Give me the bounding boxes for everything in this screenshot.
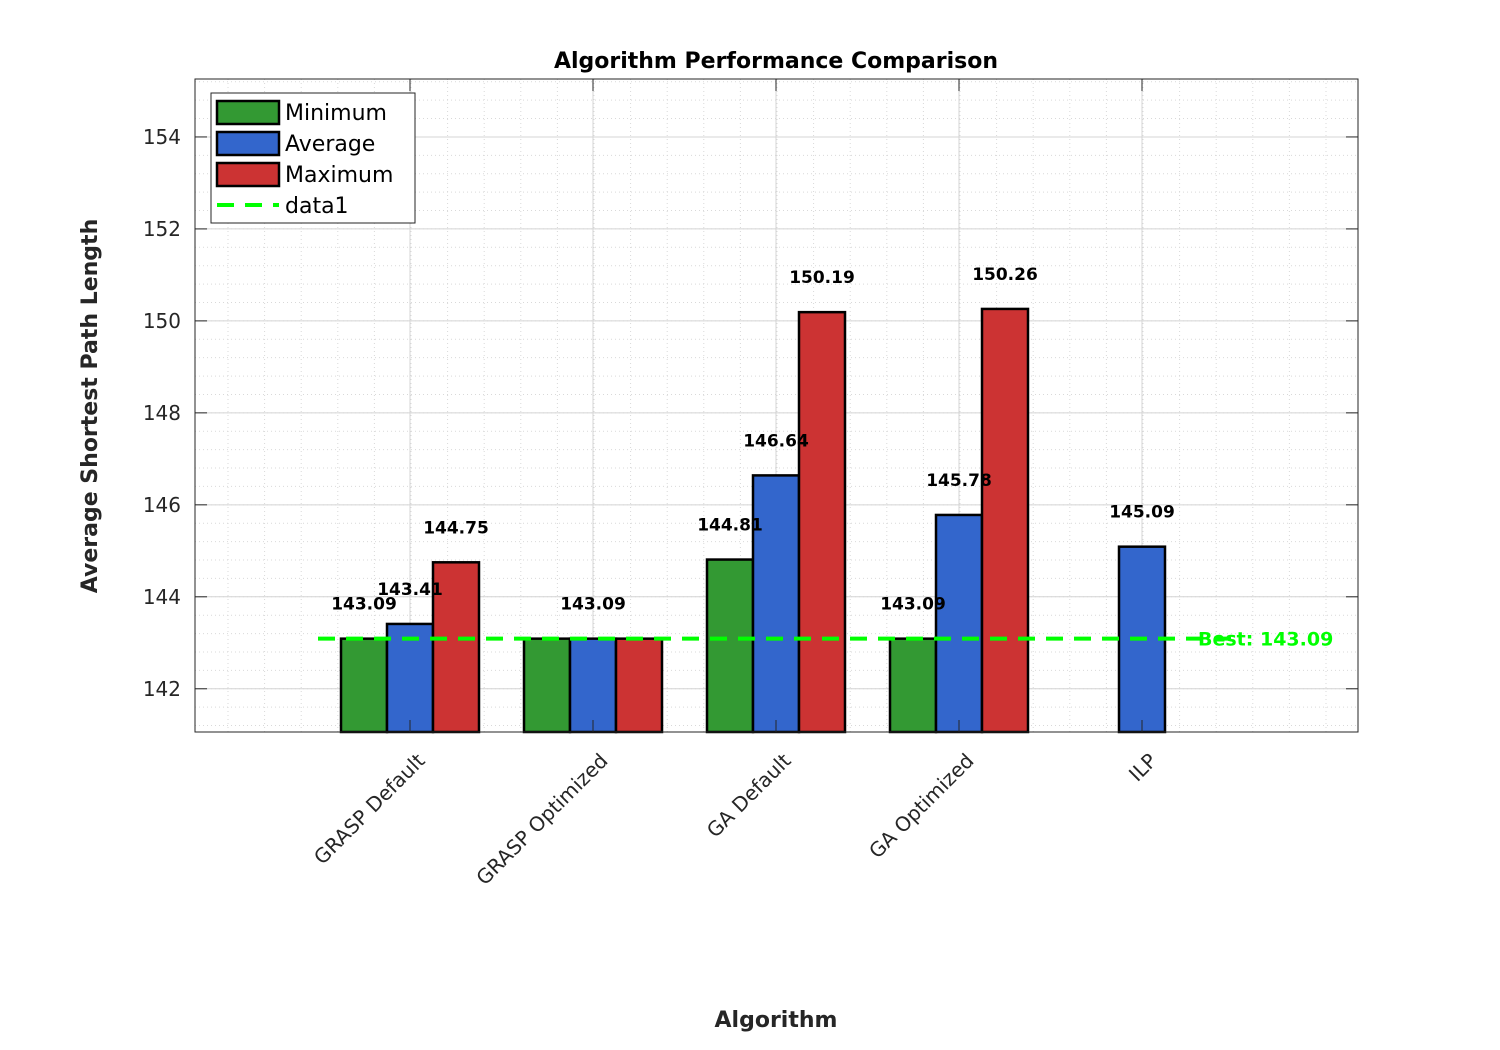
reference-line-group: Best: 143.09 xyxy=(318,629,1333,651)
legend: Minimum Average Maximum data1 xyxy=(210,92,416,224)
bar-average xyxy=(568,637,618,734)
y-axis-label: Average Shortest Path Length xyxy=(78,219,103,593)
data-label: 143.41 xyxy=(377,580,443,600)
bar-maximum xyxy=(431,561,481,734)
y-tick-label: 148 xyxy=(143,401,181,425)
best-label: Best: 143.09 xyxy=(1198,629,1333,651)
legend-swatch-minimum xyxy=(215,99,281,126)
data-label: 143.09 xyxy=(331,595,397,615)
legend-label: Minimum xyxy=(285,101,387,126)
data-label: 144.81 xyxy=(697,516,763,536)
bar-average xyxy=(934,513,984,734)
chart-title: Algorithm Performance Comparison xyxy=(554,49,998,74)
y-tick-label: 150 xyxy=(143,309,181,333)
bar-average xyxy=(385,622,435,734)
data-label: 143.09 xyxy=(560,595,626,615)
data-label: 144.75 xyxy=(423,518,489,538)
y-tick-label: 154 xyxy=(143,125,181,149)
x-axis-label: Algorithm xyxy=(715,1008,838,1033)
legend-label: Maximum xyxy=(285,163,393,188)
y-tick-label: 146 xyxy=(143,493,181,517)
legend-swatch-average xyxy=(215,130,281,157)
bar-maximum xyxy=(980,307,1030,734)
data-label: 150.26 xyxy=(972,265,1038,285)
legend-swatch-maximum xyxy=(215,161,281,188)
data-label: 146.64 xyxy=(743,431,809,451)
y-tick-label: 144 xyxy=(143,585,181,609)
legend-label: Average xyxy=(285,132,375,157)
bar-minimum xyxy=(888,637,938,734)
data-label: 145.09 xyxy=(1109,503,1175,523)
y-tick-label: 142 xyxy=(143,677,181,701)
data-label: 145.78 xyxy=(926,471,992,491)
legend-label: data1 xyxy=(285,194,349,219)
bar-maximum xyxy=(614,637,664,734)
bar-minimum xyxy=(339,637,389,734)
bar-average xyxy=(751,474,801,734)
y-tick-label: 152 xyxy=(143,217,181,241)
bar-minimum xyxy=(522,637,572,734)
data-label: 150.19 xyxy=(789,268,855,288)
bar-maximum xyxy=(797,310,847,734)
data-label: 143.09 xyxy=(880,595,946,615)
data-labels: 143.09143.41144.75143.09144.81146.64150.… xyxy=(331,265,1175,615)
bar-minimum xyxy=(705,558,755,734)
